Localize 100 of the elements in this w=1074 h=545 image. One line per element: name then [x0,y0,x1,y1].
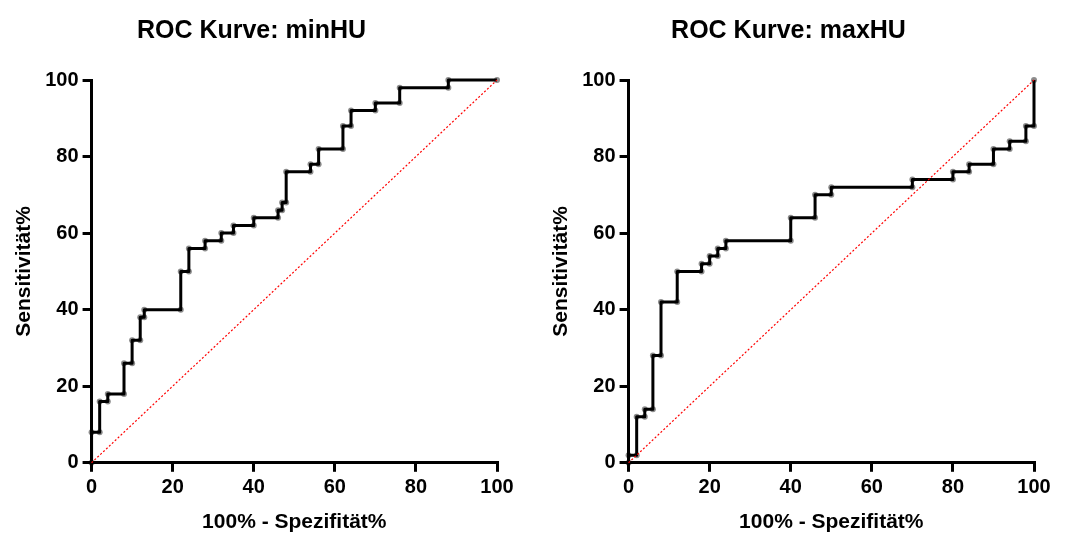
y-tick-label: 100 [582,67,616,90]
x-tick-label: 100 [480,475,514,498]
point [315,161,322,168]
point [348,122,355,129]
point [1006,138,1013,145]
point [372,99,379,106]
x-tick-label: 40 [779,475,802,498]
point [949,168,956,175]
point [787,214,794,221]
point [949,176,956,183]
point [625,452,632,459]
point [698,268,705,275]
point [177,306,184,313]
point [1022,138,1029,145]
point [218,230,225,237]
point [104,390,111,397]
chart-title: ROC Kurve: minHU [136,14,367,43]
point [1031,122,1037,129]
point [649,352,656,359]
point [250,222,257,229]
point [966,168,973,175]
point [445,77,452,83]
point [275,214,282,221]
y-tick-label: 60 [593,220,616,243]
point [722,237,729,244]
point [828,184,835,191]
point [307,168,314,175]
point [96,398,103,405]
x-tick-label: 20 [698,475,721,498]
y-tick-label: 100 [45,67,79,90]
point [722,245,729,252]
point [966,161,973,168]
x-tick-label: 40 [242,475,265,498]
point [706,253,713,260]
point [141,314,148,321]
point [185,268,192,275]
y-axis-title: Sensitivität% [11,205,35,337]
point [698,260,705,267]
y-tick-label: 0 [604,450,616,473]
point [812,214,819,221]
x-tick-label: 60 [860,475,883,498]
point [339,145,346,152]
chart-title: ROC Kurve: maxHU [671,14,906,43]
y-tick-label: 20 [593,373,616,396]
point [1022,122,1029,129]
point [633,413,640,420]
point [990,161,997,168]
y-tick-label: 80 [56,144,79,167]
point [129,337,136,344]
point [307,161,314,168]
x-axis-title: 100% - Spezifität% [202,509,387,533]
y-tick-label: 20 [56,373,79,396]
point [649,406,656,413]
point [177,268,184,275]
y-tick-label: 40 [56,297,79,320]
point [202,245,209,252]
x-tick-label: 80 [941,475,965,498]
point [396,84,403,91]
point [218,237,225,244]
point [230,222,237,229]
point [909,184,916,191]
point [674,299,681,306]
point [494,77,500,83]
point [674,268,681,275]
x-tick-label: 60 [323,475,346,498]
y-tick-label: 60 [56,220,79,243]
point [641,406,648,413]
point [990,145,997,152]
point [137,337,144,344]
x-tick-label: 80 [404,475,428,498]
point [104,398,111,405]
point [396,99,403,106]
point [348,107,355,114]
point [706,260,713,267]
point [96,429,103,436]
x-tick-label: 0 [623,475,635,498]
y-tick-label: 40 [593,297,616,320]
point [714,245,721,252]
x-axis-title: 100% - Spezifität% [739,509,924,533]
x-tick-label: 100 [1017,475,1051,498]
point [121,360,127,367]
point [141,306,148,313]
point [283,199,290,206]
point [445,84,452,91]
y-axis-title: Sensitivität% [548,205,572,337]
point [279,207,286,214]
y-tick-label: 0 [67,450,79,473]
point [714,253,721,260]
point [787,237,794,244]
point [909,176,916,183]
point [372,107,379,114]
y-tick-label: 80 [593,144,616,167]
point [185,245,192,252]
point [658,352,664,359]
point [202,237,209,244]
point [828,191,835,198]
point [1006,145,1013,152]
x-tick-label: 20 [161,475,184,498]
point [129,360,136,367]
point [88,429,95,436]
